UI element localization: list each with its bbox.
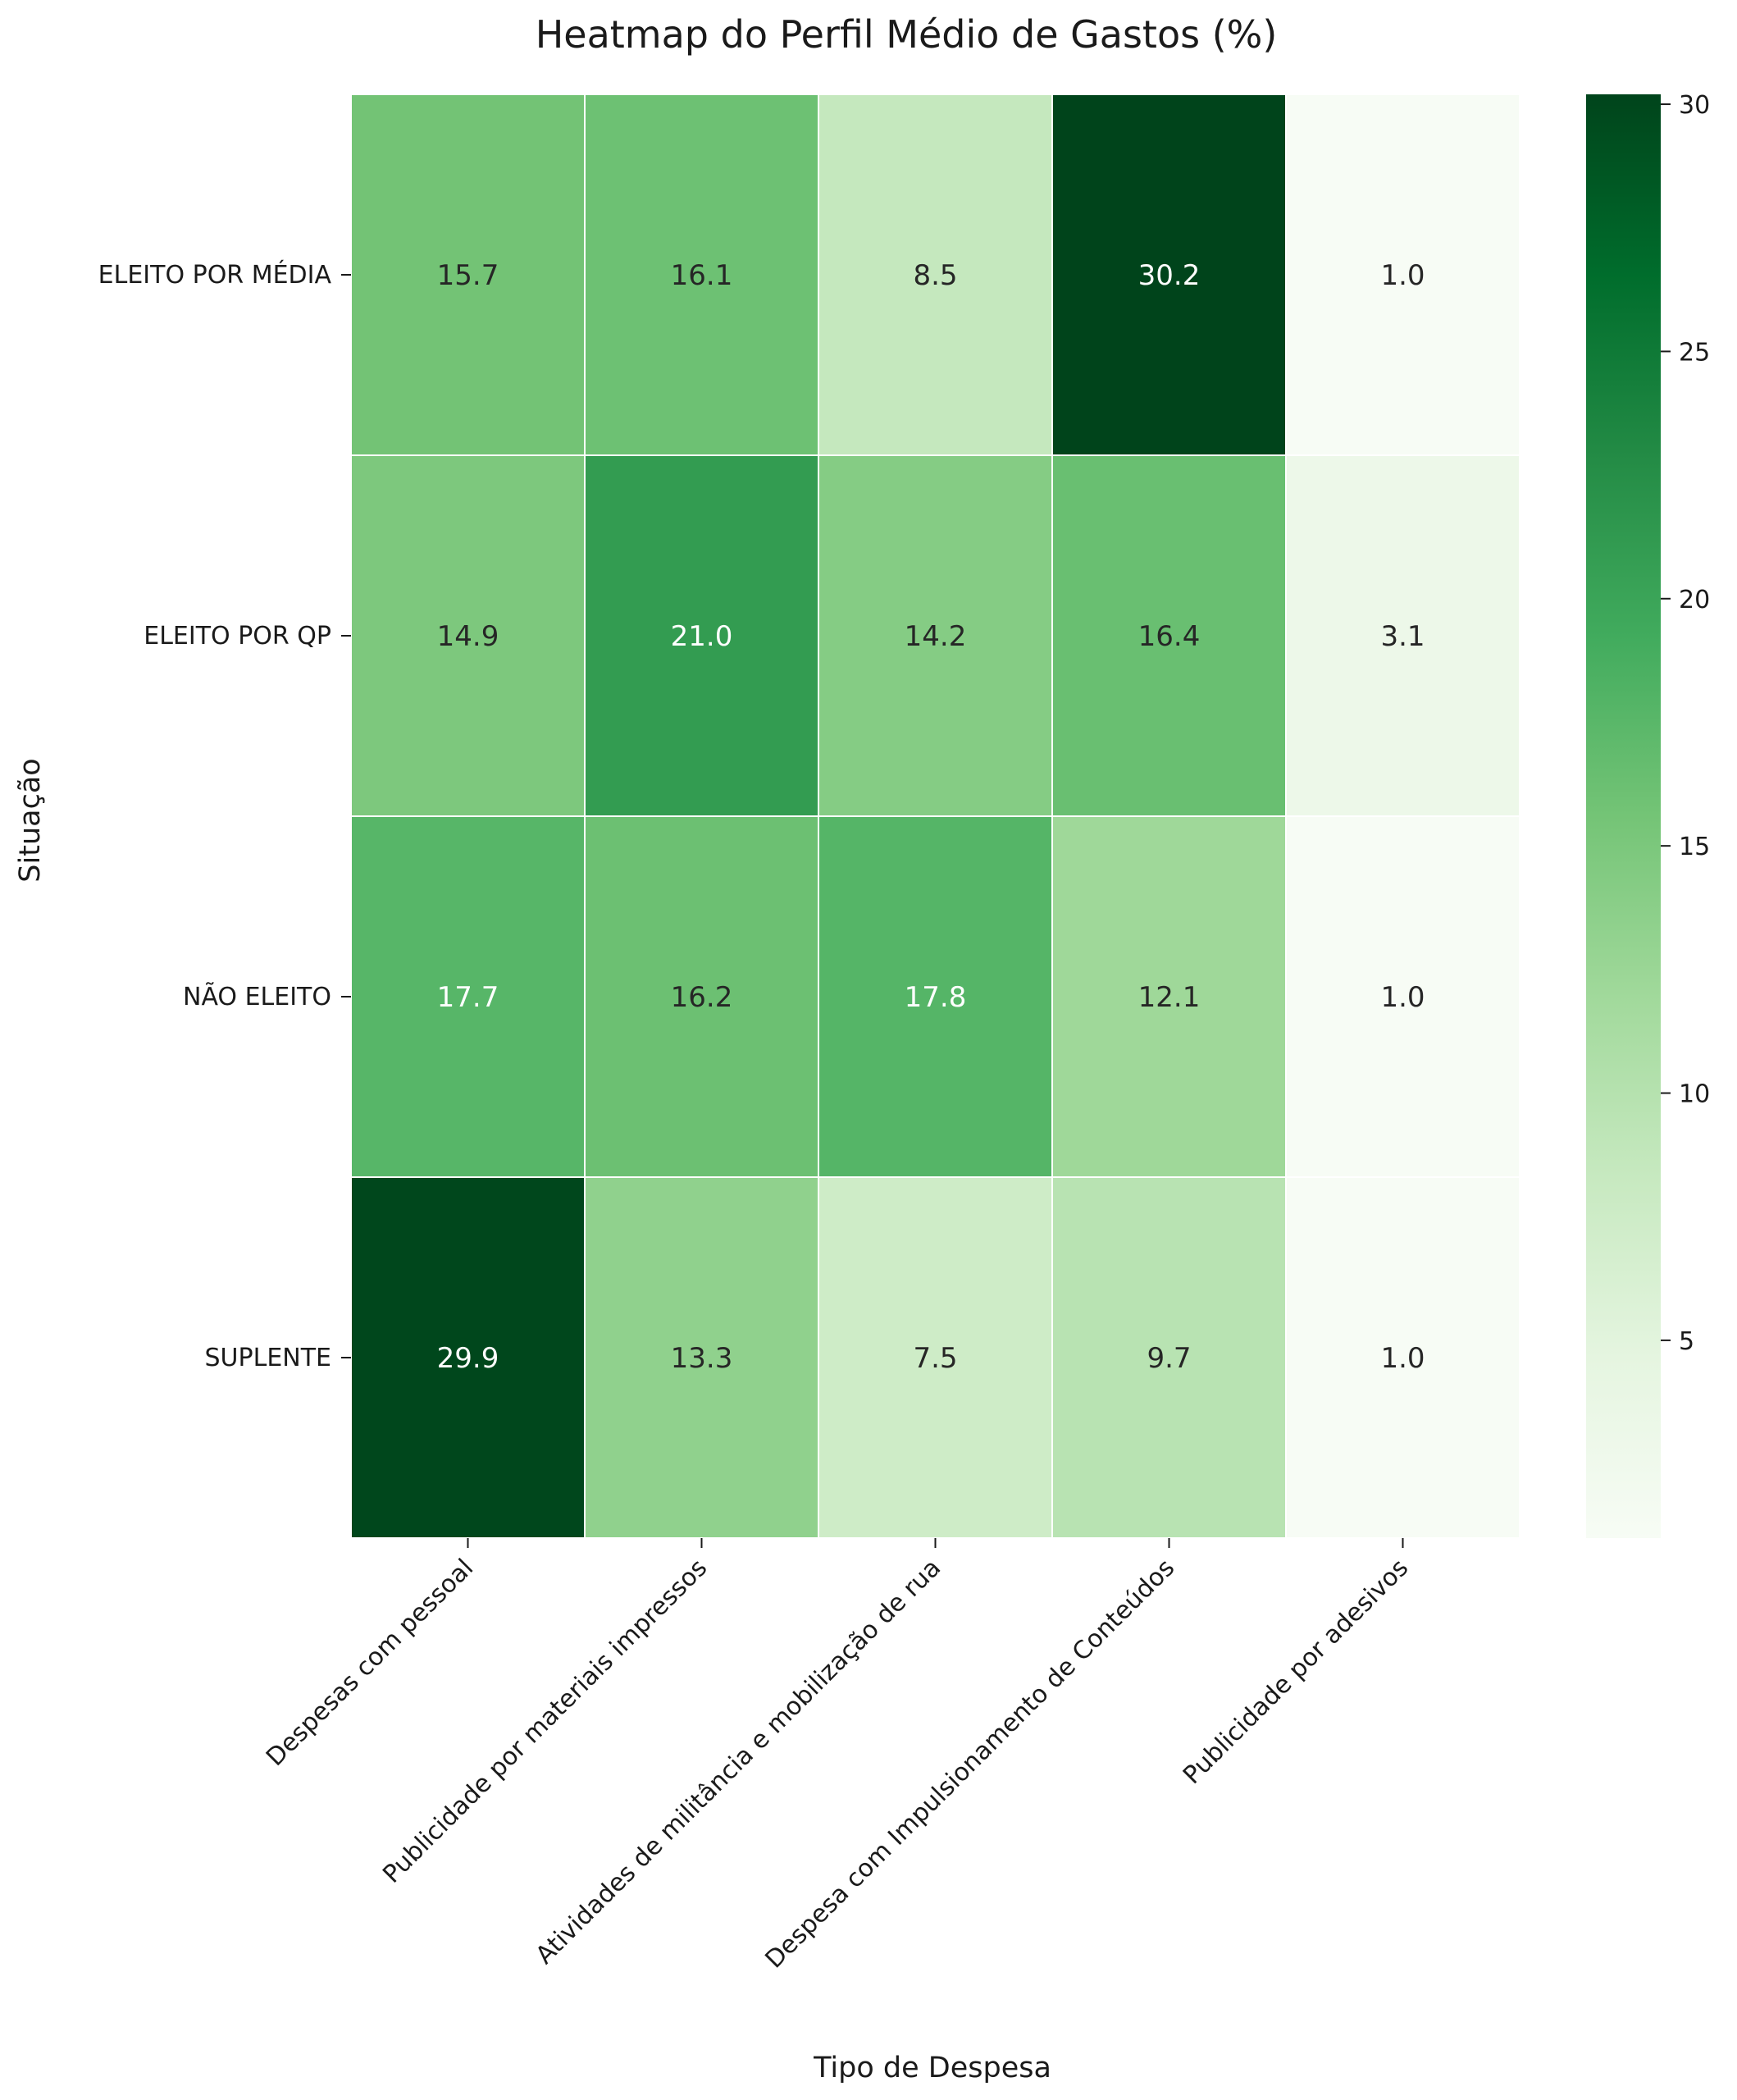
cell-value-label: 16.1 [671, 259, 733, 292]
y-tick-label: ELEITO POR MÉDIA [98, 260, 332, 290]
heatmap-cell [818, 1176, 1053, 1539]
colorbar-tick-label: 15 [1679, 833, 1710, 861]
heatmap-cell-labels: 15.7 16.1 8.5 30.2 1.0 14.9 21.0 14.2 16.4 3.1 17.… [437, 259, 1425, 1375]
heatmap-cell [818, 454, 1053, 817]
colorbar-ticks: 5 10 15 20 25 30 [1661, 91, 1710, 1356]
heatmap-cell [818, 94, 1053, 456]
cell-value-label: 13.3 [671, 1342, 733, 1375]
cell-value-label: 15.7 [437, 259, 499, 292]
cell-value-label: 29.9 [437, 1342, 499, 1375]
y-tick-label: SUPLENTE [205, 1344, 331, 1372]
heatmap-cell [1051, 1176, 1287, 1539]
cell-value-label: 16.2 [671, 981, 733, 1014]
cell-value-label: 9.7 [1147, 1342, 1191, 1375]
heatmap-cell [584, 815, 819, 1178]
x-tick-label: Atividades de militância e mobilização d… [531, 1554, 947, 1970]
y-tick-label: NÃO ELEITO [183, 982, 331, 1011]
colorbar-tick-label: 20 [1679, 586, 1710, 614]
cell-value-label: 7.5 [913, 1342, 957, 1375]
heatmap-cells [350, 94, 1520, 1539]
colorbar-gradient [1586, 94, 1661, 1538]
colorbar-tick-label: 25 [1679, 338, 1710, 367]
colorbar-tick-label: 5 [1679, 1327, 1694, 1356]
heatmap-cell [584, 94, 819, 456]
heatmap-cell [584, 1176, 819, 1539]
heatmap-cell [584, 454, 819, 817]
cell-value-label: 1.0 [1380, 259, 1425, 292]
cell-value-label: 14.9 [437, 620, 499, 653]
cell-value-label: 21.0 [671, 620, 733, 653]
cell-value-label: 12.1 [1138, 981, 1201, 1014]
heatmap-cell [1051, 94, 1287, 456]
cell-value-label: 17.7 [437, 981, 499, 1014]
y-axis-label: Situação [14, 758, 47, 882]
cell-value-label: 3.1 [1380, 620, 1425, 653]
chart-title: Heatmap do Perfil Médio de Gastos (%) [536, 12, 1278, 57]
x-tick-label: Despesas com pessoal [261, 1554, 479, 1772]
y-tick-label: ELEITO POR QP [144, 622, 331, 651]
heatmap-cell [1285, 1176, 1520, 1539]
heatmap-cell [1285, 815, 1520, 1178]
heatmap-cell [818, 815, 1053, 1178]
cell-value-label: 1.0 [1380, 1342, 1425, 1375]
x-tick-label: Despesa com Impulsionamento de Conteúdos [760, 1554, 1181, 1974]
heatmap-cell [350, 94, 586, 456]
heatmap-cell [1285, 94, 1520, 456]
heatmap-cell [1285, 454, 1520, 817]
cell-value-label: 8.5 [913, 259, 957, 292]
cell-value-label: 14.2 [905, 620, 967, 653]
cell-value-label: 16.4 [1138, 620, 1201, 653]
heatmap-cell [350, 454, 586, 817]
x-tick-label: Publicidade por adesivos [1178, 1554, 1414, 1790]
cell-value-label: 17.8 [905, 981, 967, 1014]
heatmap-cell [1051, 815, 1287, 1178]
x-axis-label: Tipo de Despesa [813, 2052, 1051, 2084]
cell-value-label: 1.0 [1380, 981, 1425, 1014]
colorbar-tick-label: 30 [1679, 91, 1710, 120]
y-axis-ticks: ELEITO POR MÉDIA ELEITO POR QP NÃO ELEITO S… [98, 260, 351, 1372]
cell-value-label: 30.2 [1138, 259, 1201, 292]
colorbar-tick-label: 10 [1679, 1080, 1710, 1109]
colorbar: 5 10 15 20 25 30 [1586, 91, 1710, 1538]
